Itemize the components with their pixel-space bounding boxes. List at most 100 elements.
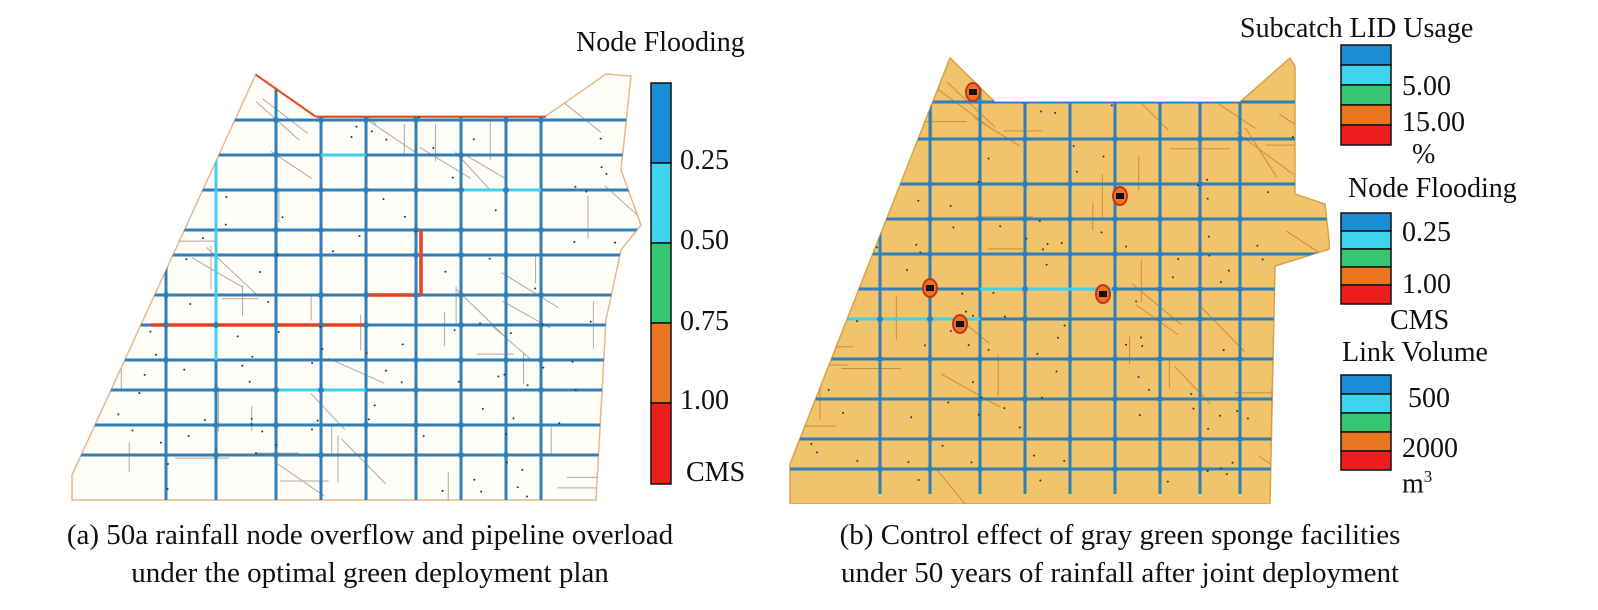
subcatchment-centroid [358, 234, 361, 237]
subcatchment-centroid [422, 435, 425, 438]
subcatchment-centroid [93, 150, 96, 153]
subcatchment-centroid [992, 291, 995, 294]
subcatchment-centroid [589, 320, 592, 323]
subcatchment-line [491, 324, 531, 359]
junction-node [458, 227, 464, 233]
subcatchment-centroid [1206, 470, 1209, 473]
panel-b-link-legend-title: Link Volume [1342, 337, 1488, 368]
panel-a: Node Flooding 0.25 0.50 0.75 1.00 CMS (a… [0, 0, 790, 610]
subcatchment-centroid [571, 360, 574, 363]
subcatchment-centroid [166, 487, 169, 490]
junction-node [273, 452, 279, 458]
junction-node [1157, 216, 1163, 222]
junction-node [1237, 436, 1243, 442]
subcatchment-centroid [585, 190, 588, 193]
junction-node [1197, 316, 1203, 322]
panel-b-lid-label-1: 5.00 [1402, 71, 1451, 102]
subcatchment-centroid [479, 322, 482, 325]
subcatchment-centroid [1041, 248, 1044, 251]
junction-node [1067, 356, 1073, 362]
subcatchment-centroid [1192, 407, 1195, 410]
subcatchment-centroid [481, 407, 484, 410]
junction-node [1157, 466, 1163, 472]
subcatchment-centroid [275, 443, 278, 446]
panel-b-caption-line-1: (b) Control effect of gray green sponge … [839, 519, 1401, 551]
subcatchment-centroid [1057, 336, 1060, 339]
junction-node [163, 322, 169, 328]
junction-node [1197, 136, 1203, 142]
subcatchment-centroid [1100, 231, 1103, 234]
subcatchment-centroid [480, 490, 483, 493]
junction-node [538, 292, 544, 298]
subcatchment-centroid [367, 418, 370, 421]
junction-node [538, 117, 544, 123]
subcatchment-centroid [1046, 243, 1049, 246]
subcatchment-centroid [506, 461, 509, 464]
subcatchment-centroid [1040, 110, 1043, 113]
subcatchment-centroid [952, 226, 955, 229]
legend-swatch-1 [650, 82, 672, 164]
junction-node [363, 292, 369, 298]
subcatchment-centroid [815, 292, 818, 295]
junction-node [273, 322, 279, 328]
junction-node [1112, 356, 1118, 362]
subcatchment-centroid [1045, 263, 1048, 266]
subcatchment-centroid [605, 353, 608, 356]
subcatchment-centroid [507, 108, 510, 111]
junction-node [1067, 216, 1073, 222]
junction-node [318, 387, 324, 393]
subcatchment-centroid [98, 189, 101, 192]
subcatchment-centroid [903, 149, 906, 152]
subcatchment-centroid [432, 146, 435, 149]
junction-node [1197, 286, 1203, 292]
subcatchment-centroid [86, 189, 89, 192]
subcatchment-line [462, 152, 508, 180]
subcatchment-centroid [1020, 83, 1023, 86]
junction-node [363, 452, 369, 458]
subcatchment-centroid [310, 428, 313, 431]
subcatchment-centroid [977, 413, 980, 416]
subcatchment-centroid [1327, 312, 1330, 315]
panel-a-legend-bar [650, 82, 672, 485]
subcatchment-centroid [1246, 417, 1249, 420]
legend-swatch-5 [650, 402, 672, 485]
junction-node [503, 292, 509, 298]
subcatchment-centroid [949, 204, 952, 207]
panel-a-caption-line-2: under the optimal green deployment plan [131, 557, 609, 589]
subcatchment-centroid [897, 138, 900, 141]
junction-node [503, 357, 509, 363]
subcatchment-centroid [365, 352, 368, 355]
subcatchment-centroid [505, 433, 508, 436]
subcatchment-centroid [999, 225, 1002, 228]
subcatchment-centroid [281, 216, 284, 219]
subcatchment-centroid [842, 411, 845, 414]
junction-node [458, 187, 464, 193]
subcatchment-centroid [521, 468, 524, 471]
subcatchment-centroid [187, 434, 190, 437]
subcatchment-centroid [258, 271, 261, 274]
junction-node [1022, 99, 1028, 105]
panel-b-node-legend-title: Node Flooding [1348, 173, 1517, 204]
junction-node [363, 117, 369, 123]
junction-node [503, 452, 509, 458]
subcatchment-centroid [512, 417, 515, 420]
junction-node [977, 216, 983, 222]
subcatchment-centroid [525, 495, 528, 498]
junction-node [538, 387, 544, 393]
subcatchment-centroid [1219, 281, 1222, 284]
subcatchment-centroid [791, 206, 794, 209]
subcatchment-centroid [987, 348, 990, 351]
junction-node [213, 387, 219, 393]
subcatchment-centroid [1280, 320, 1283, 323]
junction-node [1022, 396, 1028, 402]
junction-node [1022, 216, 1028, 222]
subcatchment-line [1286, 230, 1330, 270]
subcatchment-centroid [1125, 245, 1128, 248]
subcatchment-line [1210, 98, 1256, 129]
junction-node [413, 292, 419, 298]
subcatchment-line [934, 467, 972, 504]
subcatchment-centroid [1039, 479, 1042, 482]
flooded-node-marker-core [969, 89, 977, 95]
subcatchment-centroid [1206, 197, 1209, 200]
junction-node [977, 466, 983, 472]
